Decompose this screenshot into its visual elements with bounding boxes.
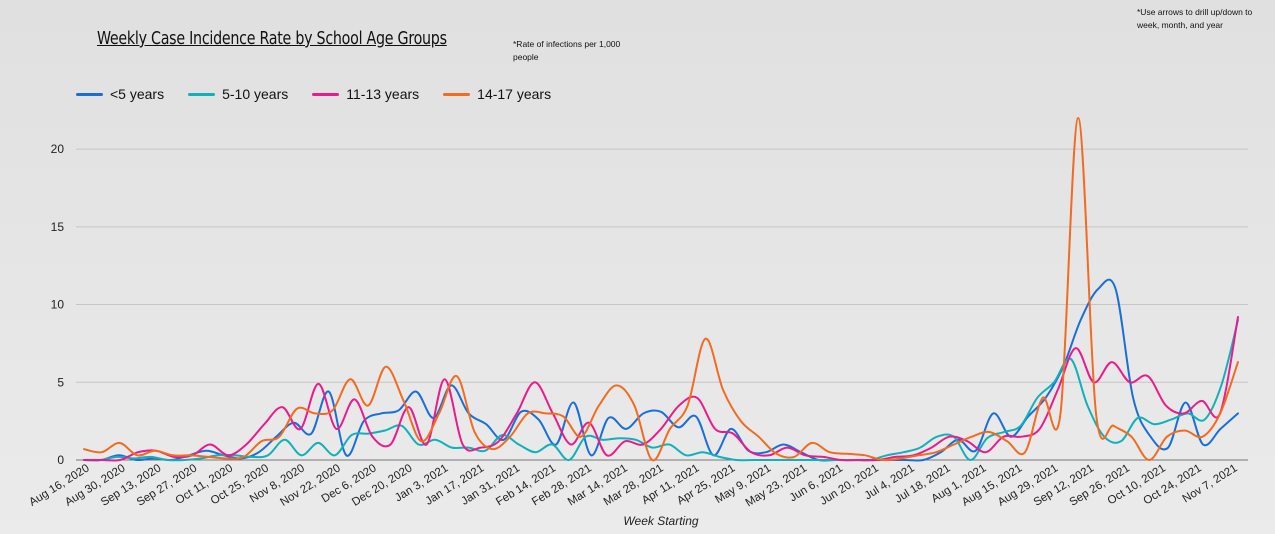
legend-swatch — [188, 92, 216, 96]
legend-item: 5-10 years — [188, 86, 288, 102]
legend-item: 14-17 years — [443, 86, 551, 102]
legend-label: <5 years — [110, 86, 165, 102]
x-tick-label: Aug 16, 2020 — [27, 462, 91, 508]
legend-swatch — [312, 92, 340, 96]
series-line-3 — [83, 117, 1239, 462]
legend-label: 14-17 years — [477, 86, 552, 102]
y-tick-label: 15 — [51, 220, 65, 234]
legend-item: 11-13 years — [312, 86, 419, 102]
legend-item: <5 years — [76, 86, 164, 102]
chart-legend: <5 years 5-10 years 11-13 years 14-17 years — [76, 86, 551, 102]
drill-instructions: *Use arrows to drill up/down to week, mo… — [1137, 7, 1253, 30]
legend-label: 11-13 years — [346, 86, 420, 102]
y-tick-label: 10 — [51, 298, 65, 312]
series-line-0 — [83, 278, 1239, 462]
y-tick-label: 20 — [51, 142, 65, 156]
y-tick-label: 0 — [57, 453, 64, 467]
rate-footnote: *Rate of infections per 1,000 people — [513, 39, 621, 62]
legend-label: 5-10 years — [222, 86, 289, 102]
legend-swatch — [76, 92, 103, 96]
series-line-2 — [83, 316, 1239, 462]
chart-title: Weekly Case Incidence Rate by School Age… — [97, 28, 447, 49]
x-axis-title: Week Starting — [623, 514, 698, 528]
legend-swatch — [443, 92, 471, 96]
y-tick-label: 5 — [57, 375, 64, 389]
